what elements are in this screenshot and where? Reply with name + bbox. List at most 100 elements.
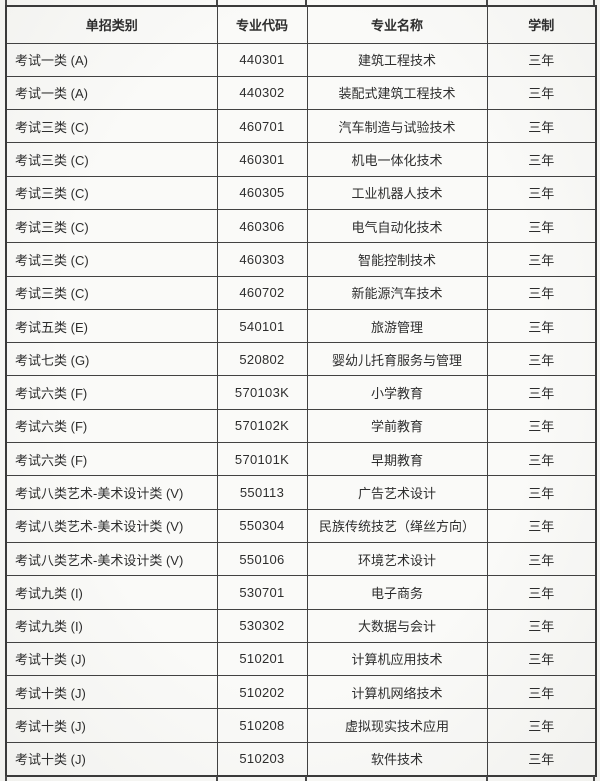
cell-category: 考试十类 (J) — [5, 741, 218, 777]
table-row: 考试六类 (F) 570103K 小学教育 三年 — [5, 375, 597, 410]
table-row: 考试十类 (J) 510208 虚拟现实技术应用 三年 — [5, 708, 597, 743]
table-row: 考试六类 (F) 570102K 学前教育 三年 — [5, 408, 597, 444]
cell-major-name: 旅游管理 — [306, 308, 488, 344]
cell-major-name: 婴幼儿托育服务与管理 — [306, 342, 488, 377]
cropped-row-divider-top — [5, 0, 7, 5]
cell-duration: 三年 — [486, 175, 597, 210]
table-row: 考试八类艺术-美术设计类 (V) 550113 广告艺术设计 三年 — [5, 475, 597, 510]
table-row: 考试三类 (C) 460306 电气自动化技术 三年 — [5, 208, 597, 244]
cropped-row-divider-bottom — [593, 776, 595, 781]
cell-major-name: 广告艺术设计 — [306, 475, 488, 510]
cell-duration: 三年 — [486, 242, 597, 277]
cell-major-code: 570101K — [216, 442, 308, 477]
cell-major-name: 软件技术 — [306, 741, 488, 777]
header-category: 单招类别 — [5, 5, 218, 44]
cell-major-name: 新能源汽车技术 — [306, 275, 488, 310]
cell-major-code: 510208 — [216, 708, 308, 743]
cropped-row-divider-top — [215, 0, 218, 5]
cell-major-name: 环境艺术设计 — [306, 541, 488, 577]
cell-duration: 三年 — [486, 109, 597, 144]
header-duration: 学制 — [486, 5, 597, 44]
cropped-row-divider-bottom — [5, 776, 7, 781]
cell-duration: 三年 — [486, 142, 597, 177]
table-row: 考试七类 (G) 520802 婴幼儿托育服务与管理 三年 — [5, 342, 597, 377]
cell-major-name: 汽车制造与试验技术 — [306, 109, 488, 144]
cell-major-name: 计算机网络技术 — [306, 675, 488, 710]
cell-major-code: 550113 — [216, 475, 308, 510]
cell-duration: 三年 — [486, 741, 597, 777]
table-row: 考试三类 (C) 460305 工业机器人技术 三年 — [5, 175, 597, 210]
cropped-row-divider-top — [304, 0, 307, 5]
cell-duration: 三年 — [486, 508, 597, 543]
cell-major-code: 530701 — [216, 575, 308, 610]
cell-major-name: 学前教育 — [306, 408, 488, 444]
cell-major-code: 540101 — [216, 308, 308, 344]
cell-duration: 三年 — [486, 275, 597, 310]
cell-duration: 三年 — [486, 575, 597, 610]
majors-table: 单招类别 专业代码 专业名称 学制 考试一类 (A) 440301 建筑工程技术… — [5, 5, 597, 777]
cell-duration: 三年 — [486, 375, 597, 410]
cell-category: 考试三类 (C) — [5, 242, 218, 277]
cell-major-name: 早期教育 — [306, 442, 488, 477]
cell-category: 考试三类 (C) — [5, 275, 218, 310]
cell-major-code: 460305 — [216, 175, 308, 210]
table-header-row: 单招类别 专业代码 专业名称 学制 — [5, 5, 597, 44]
cell-duration: 三年 — [486, 442, 597, 477]
cell-major-code: 510201 — [216, 641, 308, 677]
cell-category: 考试七类 (G) — [5, 342, 218, 377]
cell-duration: 三年 — [486, 342, 597, 377]
cell-major-code: 460701 — [216, 109, 308, 144]
cell-major-code: 440302 — [216, 75, 308, 111]
cell-major-code: 510203 — [216, 741, 308, 777]
cell-category: 考试五类 (E) — [5, 308, 218, 344]
table-row: 考试一类 (A) 440302 装配式建筑工程技术 三年 — [5, 75, 597, 111]
cell-category: 考试一类 (A) — [5, 75, 218, 111]
table-row: 考试三类 (C) 460702 新能源汽车技术 三年 — [5, 275, 597, 310]
cell-category: 考试三类 (C) — [5, 142, 218, 177]
cell-major-name: 装配式建筑工程技术 — [306, 75, 488, 111]
table-body: 考试一类 (A) 440301 建筑工程技术 三年 考试一类 (A) 44030… — [5, 42, 597, 777]
cell-duration: 三年 — [486, 208, 597, 244]
cell-category: 考试八类艺术-美术设计类 (V) — [5, 475, 218, 510]
table-row: 考试三类 (C) 460303 智能控制技术 三年 — [5, 242, 597, 277]
cell-major-code: 460301 — [216, 142, 308, 177]
table-row: 考试九类 (I) 530302 大数据与会计 三年 — [5, 608, 597, 643]
cell-duration: 三年 — [486, 675, 597, 710]
cell-major-name: 计算机应用技术 — [306, 641, 488, 677]
cell-duration: 三年 — [486, 75, 597, 111]
header-major-name: 专业名称 — [306, 5, 488, 44]
cell-major-code: 570102K — [216, 408, 308, 444]
cell-major-code: 440301 — [216, 42, 308, 77]
cell-category: 考试一类 (A) — [5, 42, 218, 77]
cell-major-name: 智能控制技术 — [306, 242, 488, 277]
cell-major-name: 大数据与会计 — [306, 608, 488, 643]
cell-category: 考试六类 (F) — [5, 408, 218, 444]
cell-major-code: 460306 — [216, 208, 308, 244]
table-row: 考试三类 (C) 460301 机电一体化技术 三年 — [5, 142, 597, 177]
cell-duration: 三年 — [486, 408, 597, 444]
cell-major-name: 工业机器人技术 — [306, 175, 488, 210]
table-row: 考试三类 (C) 460701 汽车制造与试验技术 三年 — [5, 109, 597, 144]
cell-category: 考试六类 (F) — [5, 375, 218, 410]
table-row: 考试一类 (A) 440301 建筑工程技术 三年 — [5, 42, 597, 77]
table-row: 考试五类 (E) 540101 旅游管理 三年 — [5, 308, 597, 344]
cropped-row-divider-bottom — [485, 776, 488, 781]
cell-category: 考试九类 (I) — [5, 608, 218, 643]
table-row: 考试九类 (I) 530701 电子商务 三年 — [5, 575, 597, 610]
cell-major-name: 民族传统技艺（缂丝方向） — [306, 508, 488, 543]
cell-major-code: 510202 — [216, 675, 308, 710]
cell-major-code: 460702 — [216, 275, 308, 310]
table-row: 考试十类 (J) 510201 计算机应用技术 三年 — [5, 641, 597, 677]
cell-category: 考试三类 (C) — [5, 208, 218, 244]
cell-major-code: 570103K — [216, 375, 308, 410]
cropped-row-divider-top — [593, 0, 595, 5]
cell-major-code: 550304 — [216, 508, 308, 543]
cell-category: 考试八类艺术-美术设计类 (V) — [5, 541, 218, 577]
cell-major-code: 520802 — [216, 342, 308, 377]
cell-major-name: 电气自动化技术 — [306, 208, 488, 244]
cell-duration: 三年 — [486, 708, 597, 743]
cell-major-code: 530302 — [216, 608, 308, 643]
cell-major-name: 电子商务 — [306, 575, 488, 610]
cell-category: 考试三类 (C) — [5, 175, 218, 210]
